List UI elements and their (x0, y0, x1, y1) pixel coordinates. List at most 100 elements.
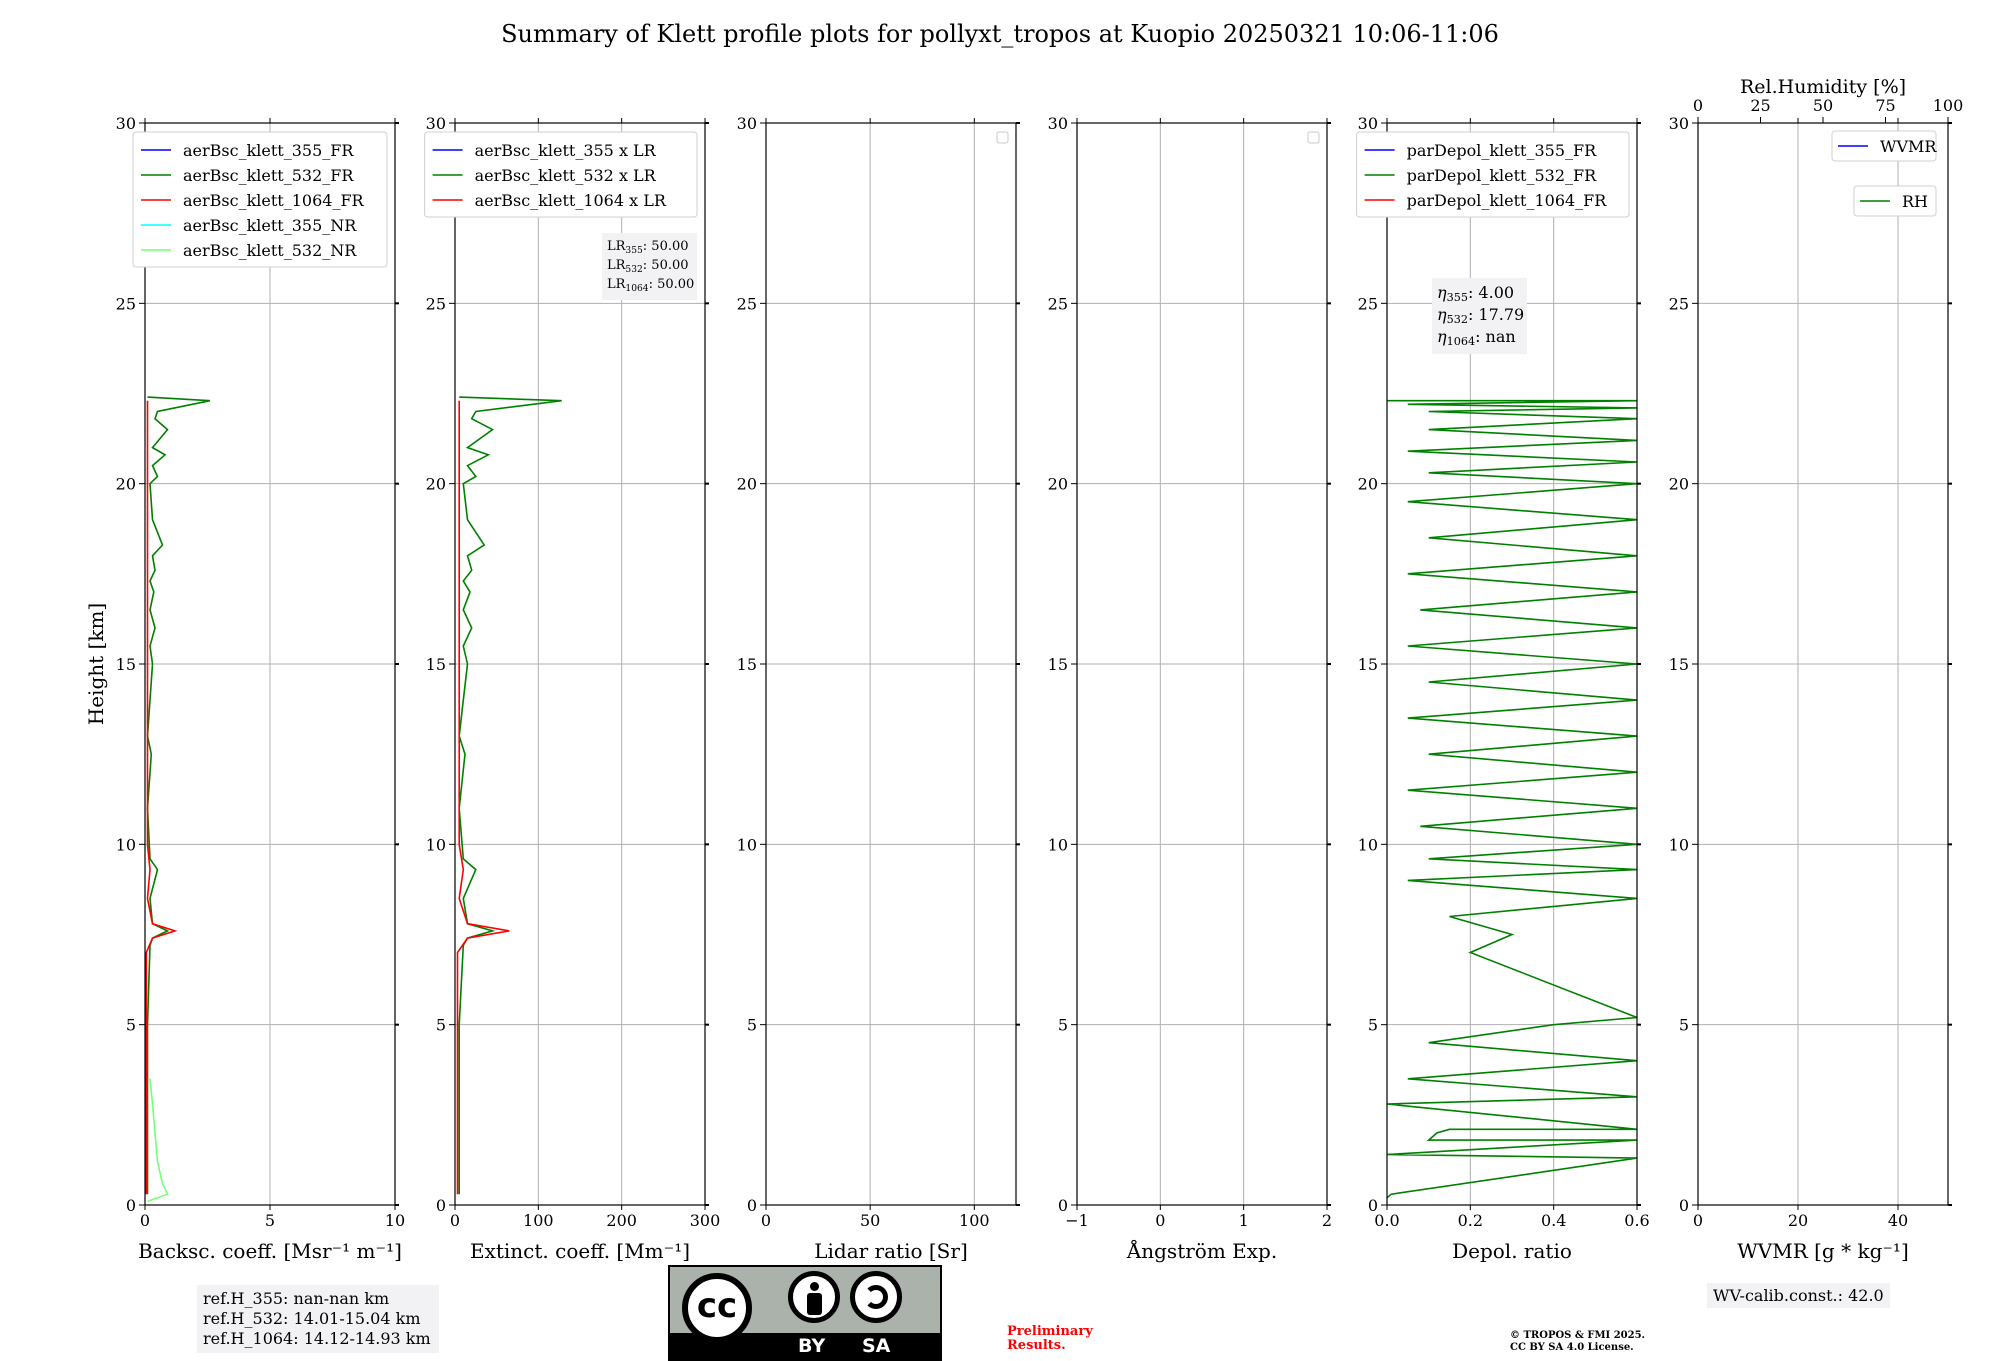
plot-frame (1076, 122, 1328, 1206)
x-axis-label: Lidar ratio [Sr] (814, 1239, 968, 1263)
ref-heights-box: ref.H_355: nan-nan km ref.H_532: 14.01-1… (197, 1285, 439, 1353)
y-tick-label: 25 (1669, 294, 1689, 313)
x-tick-label: 200 (606, 1211, 637, 1230)
subplot-1: 0 5 10 0 5 10 15 20 25 30 Backsc. coeff. [Msr⁻¹ m⁻… (116, 114, 406, 1263)
top-x-tick-label: 50 (1813, 96, 1833, 115)
y-tick-label: 10 (737, 835, 757, 854)
annotation-line: LR355: 50.00 (607, 239, 689, 256)
legend-label: RH (1902, 192, 1928, 211)
x-tick-label: 50 (860, 1211, 880, 1230)
y-tick-label: 0 (126, 1196, 136, 1215)
annotation-line: η1064: nan (1437, 327, 1516, 348)
x-tick-label: 0.0 (1374, 1211, 1399, 1230)
x-tick-label: 2 (1322, 1211, 1332, 1230)
x-tick-label: 0.4 (1541, 1211, 1566, 1230)
x-tick-label: 0 (140, 1211, 150, 1230)
subplot-5: 0.0 0.2 0.4 0.6 0 5 10 15 20 25 30 Depol. ratio parD… (1356, 114, 1650, 1263)
y-tick-label: 30 (426, 114, 446, 133)
y-tick-label: 5 (747, 1016, 757, 1035)
x-tick-label: 100 (959, 1211, 990, 1230)
y-tick-label: 20 (737, 475, 757, 494)
y-tick-label: 25 (737, 294, 757, 313)
plot-frame (1697, 122, 1949, 1206)
x-axis-label: Extinct. coeff. [Mm⁻¹] (470, 1239, 690, 1263)
empty-legend-box (996, 131, 1009, 144)
attribution-person-icon (788, 1271, 840, 1323)
x-tick-label: 20 (1788, 1211, 1808, 1230)
ref-height-1064: ref.H_1064: 14.12-14.93 km (203, 1329, 431, 1348)
y-tick-label: 30 (1358, 114, 1378, 133)
x-tick-label: −1 (1065, 1211, 1089, 1230)
legend-label: WVMR (1880, 137, 1937, 156)
legend-label: aerBsc_klett_532_NR (183, 241, 357, 260)
cc-license-badge[interactable]: cc BY SA (668, 1265, 942, 1361)
y-tick-label: 30 (737, 114, 757, 133)
plot-frame (765, 122, 1017, 1206)
y-tick-label: 15 (1669, 655, 1689, 674)
x-axis-label: Backsc. coeff. [Msr⁻¹ m⁻¹] (138, 1239, 402, 1263)
cc-text: cc (696, 1286, 738, 1326)
series-line-aerBsc_klett_532_NR (147, 1078, 169, 1203)
y-tick-label: 25 (426, 294, 446, 313)
wv-calib-box: WV-calib.const.: 42.0 (1707, 1283, 1890, 1308)
legend-label: aerBsc_klett_355_NR (183, 216, 357, 235)
plot-frame (144, 122, 396, 1206)
y-tick-label: 0 (747, 1196, 757, 1215)
legend-box (132, 131, 388, 268)
plot-frame (454, 122, 706, 1206)
x-axis-label: Depol. ratio (1452, 1239, 1572, 1263)
x-tick-label: 5 (265, 1211, 275, 1230)
series-line-aerBsc_klett_1064_FR (145, 400, 178, 1195)
legend-label: aerBsc_klett_355_FR (183, 141, 354, 160)
legend-box (1853, 185, 1937, 217)
y-tick-label: 15 (1358, 655, 1378, 674)
y-tick-label: 10 (426, 835, 446, 854)
x-tick-label: 0 (450, 1211, 460, 1230)
y-tick-label: 25 (1358, 294, 1378, 313)
x-tick-label: 0 (1693, 1211, 1703, 1230)
x-tick-label: 0 (761, 1211, 771, 1230)
x-axis-label: WVMR [g * kg⁻¹] (1737, 1239, 1909, 1263)
copyright-text: © TROPOS & FMI 2025. CC BY SA 4.0 Licens… (1510, 1330, 1646, 1353)
y-tick-label: 0 (1368, 1196, 1378, 1215)
legend-label: aerBsc_klett_1064 x LR (475, 191, 667, 210)
y-tick-label: 10 (1669, 835, 1689, 854)
legend-label: aerBsc_klett_532 x LR (475, 166, 657, 185)
y-tick-label: 15 (737, 655, 757, 674)
legend-box (1831, 130, 1937, 162)
subplot-3: 0 50 100 0 5 10 15 20 25 30 Lidar ratio [Sr] (737, 114, 1020, 1263)
preliminary-results-text: Preliminary Results. (1007, 1324, 1093, 1353)
y-tick-label: 10 (1358, 835, 1378, 854)
y-tick-label: 10 (1048, 835, 1068, 854)
y-tick-label: 30 (1048, 114, 1068, 133)
cc-circle-icon: cc (682, 1273, 752, 1343)
x-tick-label: 1 (1239, 1211, 1249, 1230)
top-x-tick-label: 100 (1933, 96, 1964, 115)
y-tick-label: 0 (1679, 1196, 1689, 1215)
y-tick-label: 15 (116, 655, 136, 674)
y-tick-label: 20 (116, 475, 136, 494)
y-tick-label: 5 (126, 1016, 136, 1035)
ref-height-355: ref.H_355: nan-nan km (203, 1289, 390, 1308)
top-x-axis-label: Rel.Humidity [%] (1740, 76, 1906, 98)
x-axis-label: Ångström Exp. (1126, 1238, 1277, 1263)
annotation-box (1432, 278, 1527, 354)
y-tick-label: 30 (1669, 114, 1689, 133)
y-tick-label: 20 (1358, 475, 1378, 494)
y-tick-label: 20 (1048, 475, 1068, 494)
y-tick-label: 15 (426, 655, 446, 674)
series-line-parDepol_klett_532_FR (1386, 399, 1638, 1199)
legend-box (1356, 131, 1630, 218)
y-tick-label: 20 (1669, 475, 1689, 494)
legend-label: parDepol_klett_355_FR (1407, 141, 1598, 160)
share-alike-icon (850, 1271, 902, 1323)
annotation-line: LR532: 50.00 (607, 258, 689, 275)
series-line-aerBsc_klett_532 x LR (458, 396, 562, 1195)
figure-title: Summary of Klett profile plots for polly… (501, 20, 1499, 48)
legend-box (424, 131, 698, 218)
x-tick-label: 0.2 (1458, 1211, 1483, 1230)
legend-label: aerBsc_klett_355 x LR (475, 141, 657, 160)
x-tick-label: 10 (385, 1211, 405, 1230)
